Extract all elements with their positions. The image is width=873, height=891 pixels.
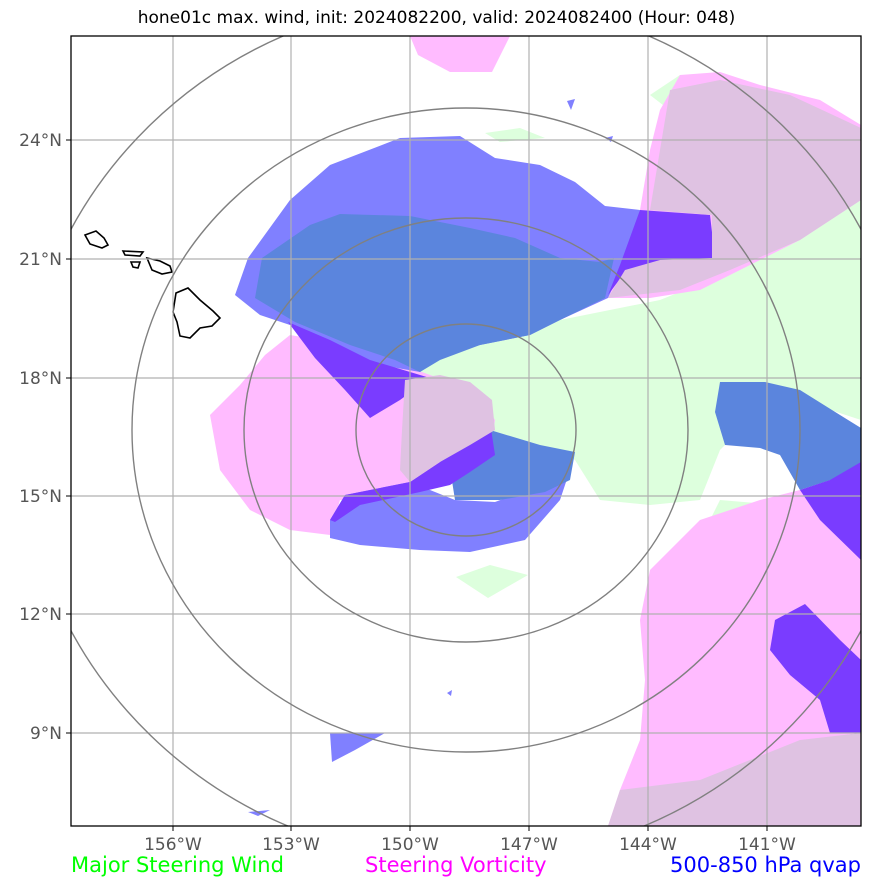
hawaii-coastline [83, 230, 222, 339]
tick-marks [66, 139, 768, 831]
map-plot-area [71, 36, 861, 826]
map-title: hone01c max. wind, init: 2024082200, val… [137, 8, 736, 28]
lat-label: 12°N [19, 605, 62, 625]
lon-label: 150°W [381, 835, 439, 855]
lon-label: 147°W [500, 835, 558, 855]
graticule [71, 36, 861, 826]
lat-label: 9°N [30, 724, 62, 744]
plot-frame [70, 35, 862, 827]
lat-label: 21°N [19, 250, 62, 270]
lon-label: 141°W [738, 835, 796, 855]
lat-label: 18°N [19, 369, 62, 389]
vorticity-wind-overlap [400, 80, 861, 826]
range-rings [71, 36, 861, 826]
lon-label: 153°W [262, 835, 320, 855]
legend-steering-vorticity: Steering Vorticity [365, 853, 547, 877]
lat-label: 24°N [19, 131, 62, 151]
legend-steering-wind: Major Steering Wind [71, 853, 284, 877]
lat-label: 15°N [19, 487, 62, 507]
lon-label: 144°W [619, 835, 677, 855]
legend-qvap: 500-850 hPa qvap [670, 853, 861, 877]
lon-label: 156°W [144, 835, 202, 855]
